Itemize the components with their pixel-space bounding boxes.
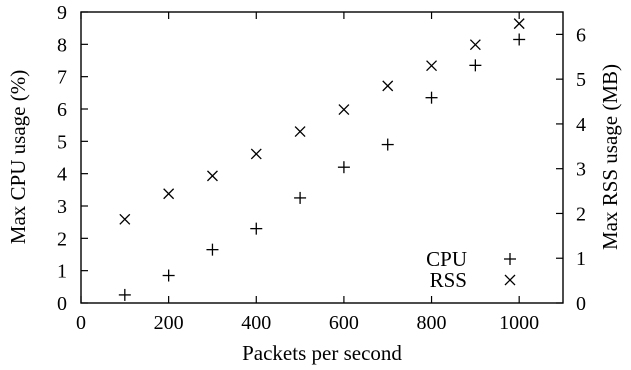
y-tick-label-left: 6 xyxy=(57,99,67,121)
y-tick-label-left: 4 xyxy=(57,164,67,186)
x-tick-label: 0 xyxy=(76,312,86,334)
y-tick-label-left: 9 xyxy=(57,2,67,24)
x-tick-label: 600 xyxy=(329,312,359,334)
y-tick-label-left: 7 xyxy=(57,67,67,89)
cpu-point xyxy=(337,161,350,174)
rss-point xyxy=(250,148,262,160)
cpu-point xyxy=(118,288,131,301)
y-tick-label-left: 1 xyxy=(57,261,67,283)
rss-point xyxy=(206,170,218,182)
y-axis-label-right: Max RSS usage (MB) xyxy=(598,64,622,250)
legend-marker-cpu xyxy=(504,253,516,265)
x-axis-label: Packets per second xyxy=(242,341,402,365)
rss-point xyxy=(426,60,438,72)
legend-label-rss: RSS xyxy=(430,268,467,292)
legend-cross-icon xyxy=(504,274,516,286)
y-tick-label-left: 8 xyxy=(57,34,67,56)
y-tick-label-left: 5 xyxy=(57,131,67,153)
cpu-point xyxy=(513,33,526,46)
legend-marker-rss xyxy=(504,274,516,286)
cpu-point xyxy=(469,59,482,72)
y-tick-label-left: 3 xyxy=(57,196,67,218)
y-tick-label-right: 2 xyxy=(576,203,586,225)
y-tick-label-right: 0 xyxy=(576,293,586,315)
rss-point xyxy=(294,126,306,137)
x-tick-label: 200 xyxy=(154,312,184,334)
legend: CPU RSS xyxy=(426,247,516,292)
x-tick-label: 400 xyxy=(241,312,271,334)
y-tick-label-right: 6 xyxy=(576,24,586,46)
y-tick-label-left: 0 xyxy=(57,293,67,315)
cpu-point xyxy=(162,269,175,282)
rss-point xyxy=(119,213,131,225)
cpu-point xyxy=(206,243,219,256)
y-axis-label-left: Max CPU usage (%) xyxy=(6,70,30,244)
legend-label-cpu: CPU xyxy=(426,247,467,271)
cpu-point xyxy=(381,138,394,151)
cpu-point xyxy=(250,222,263,235)
ticks-layer: 0 200 400 600 800 1000 0 1 2 3 4 5 6 7 8 9 0 1 2 3 4 5 6 xyxy=(57,2,586,334)
cpu-point xyxy=(425,91,438,104)
cpu-point xyxy=(294,191,307,204)
y-tick-label-right: 4 xyxy=(576,114,586,136)
rss-point xyxy=(382,80,394,92)
rss-point xyxy=(469,39,481,51)
x-tick-label: 800 xyxy=(417,312,447,334)
y-tick-label-left: 2 xyxy=(57,228,67,250)
rss-point xyxy=(163,188,175,200)
x-tick-label: 1000 xyxy=(499,312,539,334)
y-tick-label-right: 1 xyxy=(576,248,586,270)
y-tick-label-right: 5 xyxy=(576,69,586,91)
plot-frame xyxy=(80,11,564,304)
legend-plus-icon xyxy=(504,253,516,265)
marks-layer xyxy=(118,18,526,301)
y-tick-label-right: 3 xyxy=(576,159,586,181)
rss-point xyxy=(513,18,525,30)
rss-point xyxy=(338,104,350,116)
